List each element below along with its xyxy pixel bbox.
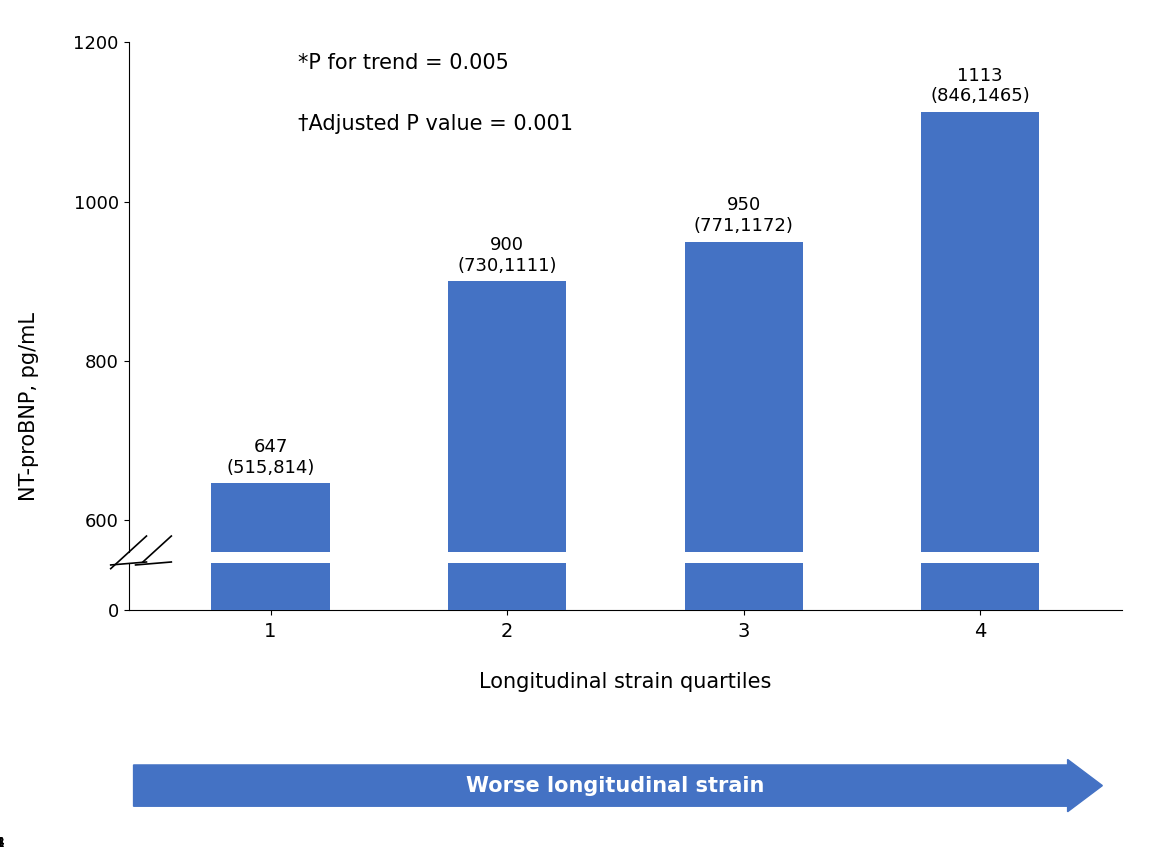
Bar <box>212 0 330 610</box>
Bar <box>685 0 803 610</box>
Text: Worse longitudinal strain: Worse longitudinal strain <box>466 776 765 795</box>
Text: 1: 1 <box>0 836 5 847</box>
Text: 647
(515,814): 647 (515,814) <box>227 438 314 477</box>
Text: Longitudinal strain quartiles: Longitudinal strain quartiles <box>479 672 772 692</box>
Bar <box>921 112 1039 847</box>
Text: 1113
(846,1465): 1113 (846,1465) <box>931 67 1030 105</box>
Text: 3: 3 <box>0 836 5 847</box>
Text: 900
(730,1111): 900 (730,1111) <box>457 236 556 275</box>
Text: 2: 2 <box>0 836 5 847</box>
Bar <box>921 0 1039 610</box>
Text: †Adjusted P value = 0.001: †Adjusted P value = 0.001 <box>297 113 573 134</box>
Text: 950
(771,1172): 950 (771,1172) <box>693 197 794 235</box>
Bar <box>685 241 803 847</box>
Text: 4: 4 <box>0 836 5 847</box>
FancyArrow shape <box>133 760 1102 811</box>
Bar <box>448 281 566 847</box>
Bar <box>212 483 330 847</box>
Text: *P for trend = 0.005: *P for trend = 0.005 <box>297 53 509 73</box>
Bar <box>448 0 566 610</box>
Text: NT-proBNP, pg/mL: NT-proBNP, pg/mL <box>19 312 40 501</box>
